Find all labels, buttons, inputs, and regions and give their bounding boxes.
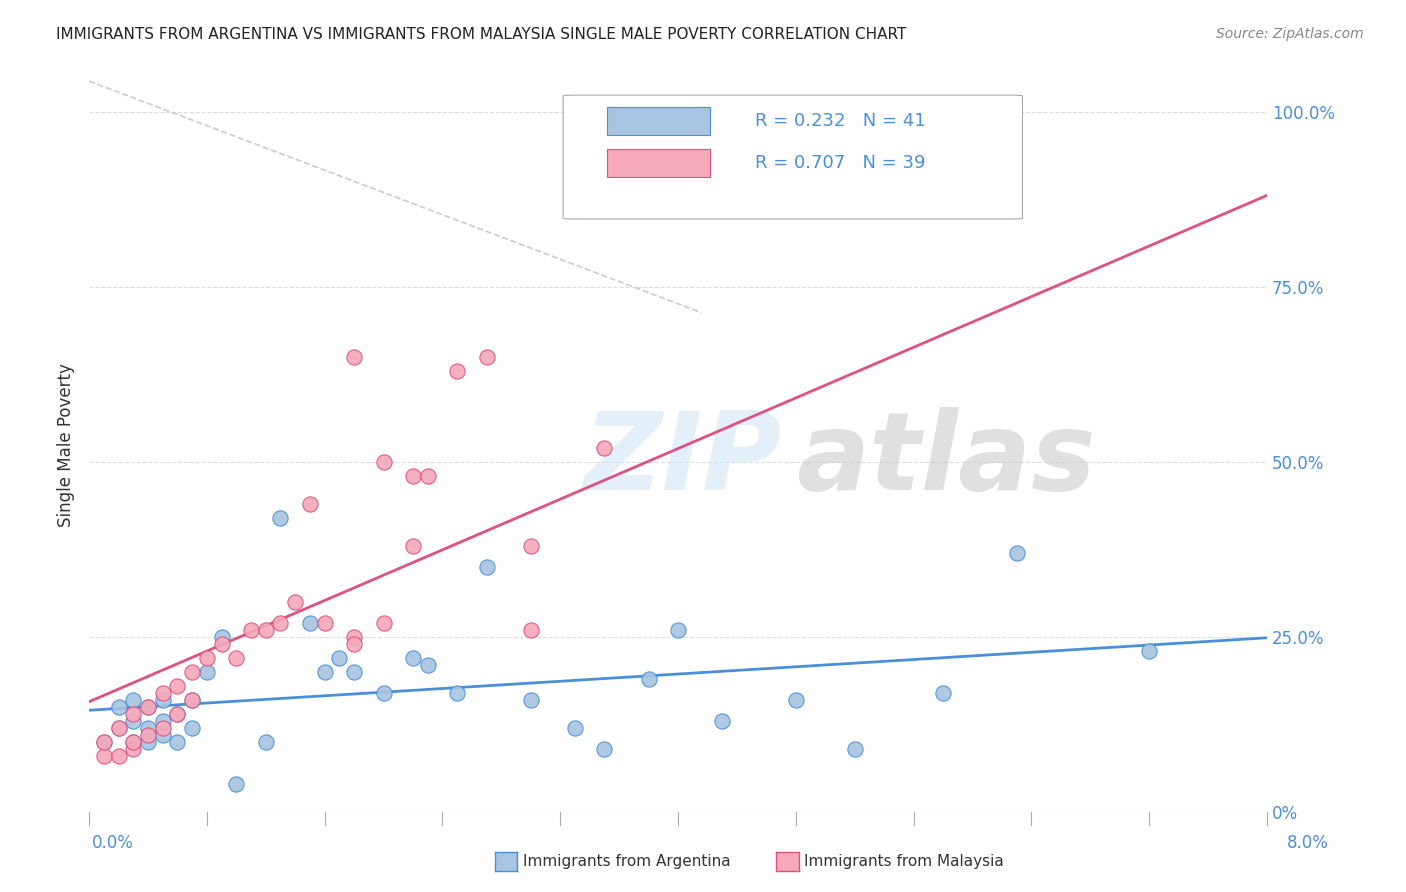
Point bbox=[343, 638, 366, 652]
Point bbox=[136, 735, 159, 749]
Text: ZIP: ZIP bbox=[583, 407, 782, 513]
Point bbox=[785, 693, 807, 707]
Point bbox=[93, 735, 115, 749]
Point bbox=[298, 616, 321, 631]
Point bbox=[122, 742, 145, 756]
Point bbox=[519, 693, 541, 707]
Point bbox=[328, 651, 350, 665]
Point bbox=[343, 665, 366, 680]
Point bbox=[519, 540, 541, 554]
Point bbox=[152, 693, 174, 707]
Point bbox=[373, 455, 395, 469]
Point bbox=[446, 364, 468, 378]
Point bbox=[240, 624, 263, 638]
Point bbox=[166, 735, 188, 749]
Point bbox=[136, 722, 159, 736]
Point bbox=[136, 700, 159, 714]
Point bbox=[593, 742, 616, 756]
Text: atlas: atlas bbox=[796, 407, 1095, 513]
Point bbox=[152, 722, 174, 736]
Y-axis label: Single Male Poverty: Single Male Poverty bbox=[58, 363, 75, 527]
Point bbox=[166, 680, 188, 694]
Point bbox=[269, 616, 291, 631]
Point bbox=[181, 665, 204, 680]
Point bbox=[666, 624, 689, 638]
Point bbox=[225, 777, 247, 791]
Point bbox=[107, 722, 129, 736]
Point bbox=[166, 707, 188, 722]
Point bbox=[107, 722, 129, 736]
Point bbox=[93, 749, 115, 764]
Point bbox=[416, 658, 439, 673]
Point bbox=[136, 729, 159, 743]
Point bbox=[284, 595, 307, 609]
Point bbox=[254, 624, 277, 638]
Point bbox=[152, 729, 174, 743]
Text: R = 0.232   N = 41: R = 0.232 N = 41 bbox=[755, 112, 925, 130]
Point bbox=[402, 540, 425, 554]
FancyBboxPatch shape bbox=[564, 95, 1022, 219]
Point bbox=[254, 735, 277, 749]
Point bbox=[475, 560, 498, 574]
Point bbox=[446, 686, 468, 700]
Point bbox=[637, 673, 659, 687]
FancyBboxPatch shape bbox=[607, 107, 710, 135]
Point bbox=[402, 469, 425, 483]
Point bbox=[1137, 644, 1160, 658]
Point bbox=[152, 686, 174, 700]
Point bbox=[181, 693, 204, 707]
Point bbox=[122, 735, 145, 749]
Point bbox=[593, 442, 616, 456]
Point bbox=[181, 722, 204, 736]
Point bbox=[343, 351, 366, 365]
Point bbox=[343, 631, 366, 645]
Point bbox=[564, 722, 586, 736]
Point bbox=[741, 127, 763, 141]
Point bbox=[122, 707, 145, 722]
Point bbox=[211, 638, 233, 652]
Point bbox=[122, 693, 145, 707]
Point bbox=[519, 624, 541, 638]
Text: R = 0.707   N = 39: R = 0.707 N = 39 bbox=[755, 154, 925, 172]
Text: Immigrants from Malaysia: Immigrants from Malaysia bbox=[804, 855, 1004, 869]
Point bbox=[195, 665, 218, 680]
Text: IMMIGRANTS FROM ARGENTINA VS IMMIGRANTS FROM MALAYSIA SINGLE MALE POVERTY CORREL: IMMIGRANTS FROM ARGENTINA VS IMMIGRANTS … bbox=[56, 27, 907, 42]
Point bbox=[122, 714, 145, 729]
Point bbox=[314, 616, 336, 631]
Point bbox=[166, 707, 188, 722]
Point bbox=[107, 700, 129, 714]
Point bbox=[93, 735, 115, 749]
Point bbox=[1005, 546, 1028, 560]
Point bbox=[107, 749, 129, 764]
Point bbox=[932, 686, 955, 700]
Point bbox=[181, 693, 204, 707]
Text: Source: ZipAtlas.com: Source: ZipAtlas.com bbox=[1216, 27, 1364, 41]
Point bbox=[373, 686, 395, 700]
Point bbox=[211, 631, 233, 645]
Text: 8.0%: 8.0% bbox=[1286, 834, 1329, 852]
FancyBboxPatch shape bbox=[607, 149, 710, 177]
Point bbox=[711, 714, 734, 729]
Text: Immigrants from Argentina: Immigrants from Argentina bbox=[523, 855, 731, 869]
Point bbox=[402, 651, 425, 665]
Point bbox=[152, 714, 174, 729]
Point bbox=[269, 511, 291, 525]
Point bbox=[314, 665, 336, 680]
Point bbox=[122, 735, 145, 749]
Point bbox=[416, 469, 439, 483]
Point bbox=[298, 498, 321, 512]
Text: 0.0%: 0.0% bbox=[91, 834, 134, 852]
Point bbox=[225, 651, 247, 665]
Point bbox=[844, 742, 866, 756]
Point bbox=[136, 700, 159, 714]
Point bbox=[475, 351, 498, 365]
Point bbox=[195, 651, 218, 665]
Point bbox=[373, 616, 395, 631]
